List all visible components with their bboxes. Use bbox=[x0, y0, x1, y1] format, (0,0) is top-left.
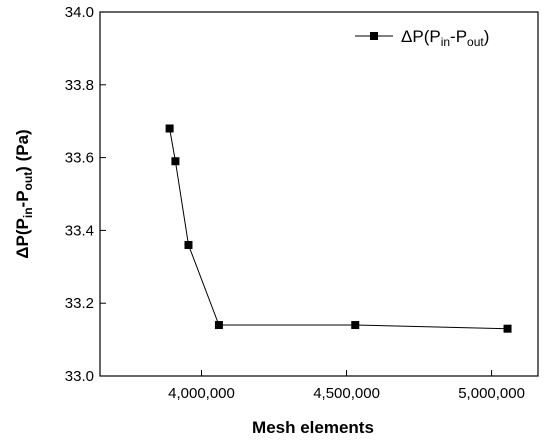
series-layer bbox=[165, 124, 512, 333]
legend-label: ΔP(Pin-Pout) bbox=[401, 27, 489, 49]
data-point bbox=[214, 321, 223, 330]
y-tick-label: 33.0 bbox=[65, 368, 94, 385]
x-axis-title: Mesh elements bbox=[252, 418, 374, 437]
y-tick-label: 33.6 bbox=[65, 150, 94, 167]
y-axis-title: ΔP(Pin-Pout) (Pa) bbox=[13, 129, 35, 258]
x-tick-label: 4,000,000 bbox=[168, 385, 235, 402]
x-axis: 4,000,000 4,500,000 5,000,000 bbox=[168, 370, 525, 402]
legend: ΔP(Pin-Pout) bbox=[355, 27, 489, 49]
y-tick-label: 34.0 bbox=[65, 4, 94, 21]
data-point bbox=[184, 240, 193, 249]
legend-marker bbox=[370, 32, 378, 40]
y-axis: 33.0 33.2 33.4 33.6 33.8 34.0 bbox=[65, 4, 106, 385]
series-line bbox=[169, 128, 508, 330]
y-tick-label: 33.4 bbox=[65, 222, 94, 239]
plot-frame bbox=[99, 11, 539, 377]
data-point bbox=[503, 324, 512, 333]
x-tick-label: 4,500,000 bbox=[313, 385, 380, 402]
data-point bbox=[171, 157, 180, 166]
y-tick-label: 33.2 bbox=[65, 295, 94, 312]
x-tick-label: 5,000,000 bbox=[458, 385, 525, 402]
data-point bbox=[351, 321, 360, 330]
data-point bbox=[165, 124, 174, 133]
y-tick-label: 33.8 bbox=[65, 77, 94, 94]
